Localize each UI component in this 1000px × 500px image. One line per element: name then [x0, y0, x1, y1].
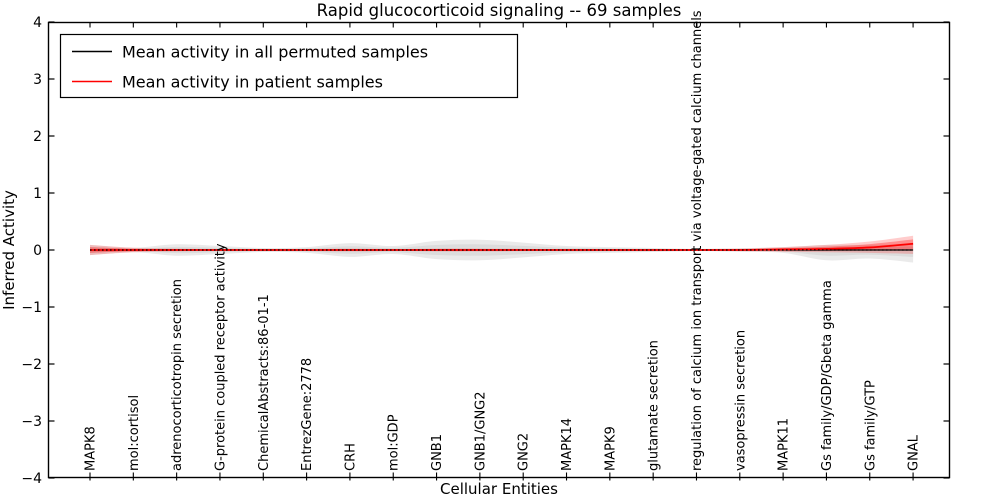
legend-label-patient: Mean activity in patient samples	[122, 73, 383, 92]
x-tick-label: glutamate secretion	[647, 340, 662, 471]
x-tick-label: mol:cortisol	[127, 395, 142, 471]
axes	[47, 21, 951, 481]
y-tick-label: −3	[21, 414, 42, 430]
chart-title: Rapid glucocorticoid signaling -- 69 sam…	[317, 1, 682, 20]
x-tick-label: regulation of calcium ion transport via …	[690, 10, 705, 471]
y-tick-label: −2	[21, 357, 42, 373]
x-tick-label: Gs family/GTP	[863, 380, 878, 471]
y-tick-label: −4	[21, 471, 42, 487]
legend-label-permuted: Mean activity in all permuted samples	[122, 43, 428, 62]
x-tick-label: adrenocorticotropin secretion	[170, 279, 185, 471]
legend: Mean activity in all permuted samples Me…	[59, 33, 519, 99]
y-tick-labels: −4 −3 −2 −1 0 1 2 3 4	[21, 15, 42, 487]
y-axis-label: Inferred Activity	[0, 190, 18, 310]
y-tick-label: −1	[21, 300, 42, 316]
x-tick-label: G-protein coupled receptor activity	[213, 243, 228, 471]
permuted-band-outer	[90, 239, 914, 263]
mean-lines	[89, 242, 914, 251]
x-tick-label: mol:GDP	[387, 414, 402, 471]
x-tick-label: MAPK14	[560, 418, 575, 471]
x-tick-label: Gs family/GDP/Gbeta gamma	[820, 280, 835, 471]
y-tick-label: 1	[33, 186, 42, 202]
x-tick-labels: MAPK8 mol:cortisol adrenocorticotropin sec…	[84, 10, 922, 471]
x-tick-label: GNB1/GNG2	[473, 391, 488, 471]
x-tick-label: ChemicalAbstracts:86-01-1	[257, 294, 272, 471]
x-tick-label: MAPK9	[603, 426, 618, 471]
x-tick-label: MAPK11	[777, 418, 792, 471]
y-tick-label: 0	[33, 243, 42, 259]
x-tick-label: CRH	[343, 443, 358, 471]
x-tick-label: EntrezGene:2778	[300, 358, 315, 471]
x-tick-label: GNAL	[907, 434, 922, 471]
x-tick-label: GNB1	[430, 434, 445, 471]
legend-box	[59, 33, 519, 99]
x-tick-label: MAPK8	[84, 426, 99, 471]
y-tick-label: 4	[33, 15, 42, 31]
y-tick-label: 2	[33, 129, 42, 145]
x-tick-label: GNG2	[517, 433, 532, 471]
x-axis-label: Cellular Entities	[440, 480, 558, 498]
x-tick-label: vasopressin secretion	[733, 330, 748, 471]
y-tick-label: 3	[33, 72, 42, 88]
